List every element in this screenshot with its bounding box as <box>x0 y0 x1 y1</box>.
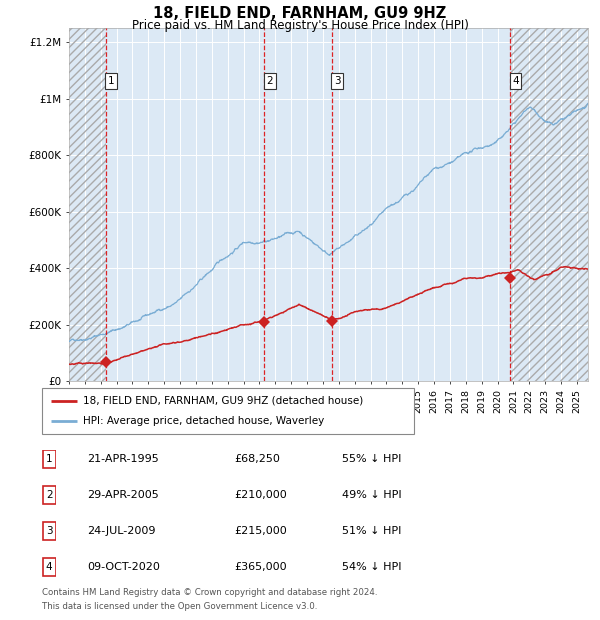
Text: 49% ↓ HPI: 49% ↓ HPI <box>342 490 401 500</box>
Text: £68,250: £68,250 <box>234 454 280 464</box>
Text: 3: 3 <box>46 526 53 536</box>
FancyBboxPatch shape <box>42 388 414 434</box>
Text: 18, FIELD END, FARNHAM, GU9 9HZ: 18, FIELD END, FARNHAM, GU9 9HZ <box>154 6 446 21</box>
Text: Price paid vs. HM Land Registry's House Price Index (HPI): Price paid vs. HM Land Registry's House … <box>131 19 469 32</box>
FancyBboxPatch shape <box>43 559 56 576</box>
Text: 3: 3 <box>334 76 341 86</box>
Text: 55% ↓ HPI: 55% ↓ HPI <box>342 454 401 464</box>
Text: 24-JUL-2009: 24-JUL-2009 <box>87 526 155 536</box>
Text: 51% ↓ HPI: 51% ↓ HPI <box>342 526 401 536</box>
FancyBboxPatch shape <box>43 487 56 504</box>
Text: 4: 4 <box>46 562 53 572</box>
Text: This data is licensed under the Open Government Licence v3.0.: This data is licensed under the Open Gov… <box>42 602 317 611</box>
Text: 21-APR-1995: 21-APR-1995 <box>87 454 159 464</box>
Bar <box>510 28 588 381</box>
Text: £365,000: £365,000 <box>234 562 287 572</box>
FancyBboxPatch shape <box>43 523 56 540</box>
Text: 09-OCT-2020: 09-OCT-2020 <box>87 562 160 572</box>
Text: £215,000: £215,000 <box>234 526 287 536</box>
Text: 18, FIELD END, FARNHAM, GU9 9HZ (detached house): 18, FIELD END, FARNHAM, GU9 9HZ (detache… <box>83 396 363 405</box>
Text: 1: 1 <box>46 454 53 464</box>
Text: 29-APR-2005: 29-APR-2005 <box>87 490 159 500</box>
Text: 4: 4 <box>512 76 519 86</box>
FancyBboxPatch shape <box>43 451 56 468</box>
Text: 2: 2 <box>266 76 273 86</box>
Text: 1: 1 <box>108 76 115 86</box>
Text: HPI: Average price, detached house, Waverley: HPI: Average price, detached house, Wave… <box>83 416 324 426</box>
Text: 2: 2 <box>46 490 53 500</box>
Text: Contains HM Land Registry data © Crown copyright and database right 2024.: Contains HM Land Registry data © Crown c… <box>42 588 377 598</box>
Text: £210,000: £210,000 <box>234 490 287 500</box>
Bar <box>69 28 106 381</box>
Text: 54% ↓ HPI: 54% ↓ HPI <box>342 562 401 572</box>
